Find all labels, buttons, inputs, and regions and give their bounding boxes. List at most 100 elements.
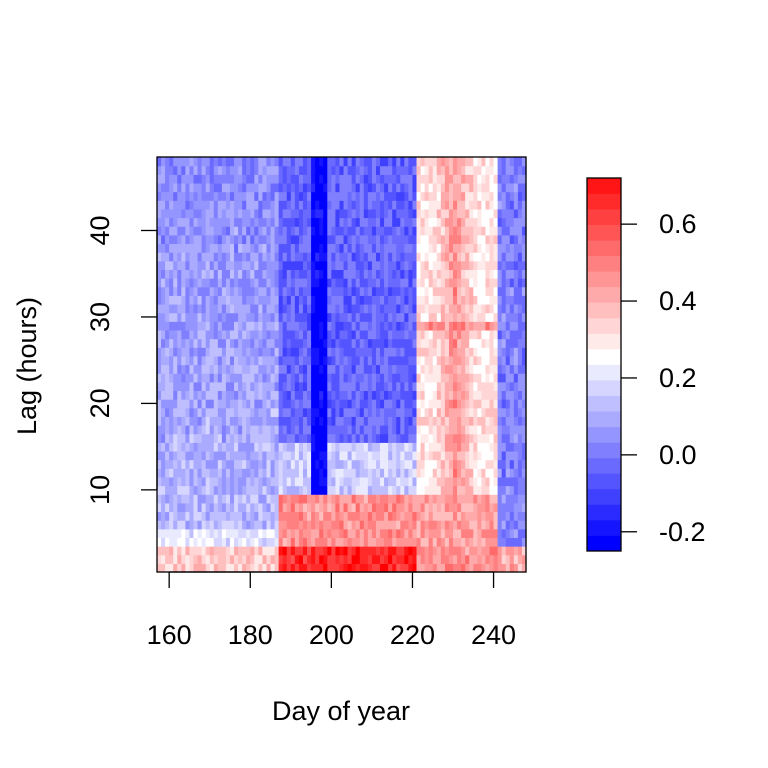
heatmap-cell [173,546,178,556]
heatmap-cell [205,485,211,495]
heatmap-cell [181,165,186,175]
heatmap-cell [254,442,259,452]
heatmap-cell [181,234,186,245]
heatmap-cell [509,459,515,469]
heatmap-cell [371,425,377,435]
heatmap-cell [177,511,182,521]
heatmap-cell [343,234,349,245]
heatmap-cell [355,520,361,530]
heatmap-cell [489,165,495,175]
heatmap-cell [339,321,345,331]
heatmap-cell [521,459,527,469]
heatmap-cell [465,295,470,305]
heatmap-cell [351,182,357,193]
heatmap-cell [347,468,353,478]
heatmap-cell [457,494,462,504]
heatmap-cell [424,520,430,530]
heatmap-cell [359,278,365,288]
heatmap-cell [412,208,418,219]
heatmap-cell [274,286,280,296]
heatmap-cell [347,278,353,288]
heatmap-cell [380,234,385,245]
heatmap-cell [428,191,434,201]
heatmap-cell [485,416,491,426]
heatmap-cell [157,528,162,539]
heatmap-cell [278,226,284,236]
heatmap-cell [367,174,373,184]
heatmap-cell [440,208,446,219]
heatmap-cell [242,407,247,417]
colorbar-band [587,395,621,412]
heatmap-cell [290,191,296,201]
heatmap-cell [392,208,397,219]
heatmap-cell [400,217,405,227]
heatmap-cell [347,494,353,504]
heatmap-cell [343,182,349,193]
heatmap-cell [444,563,450,573]
heatmap-cell [497,433,503,443]
heatmap-cell [323,329,328,340]
heatmap-cell [432,494,438,504]
heatmap-cell [412,355,418,366]
heatmap-cell [477,338,482,348]
heatmap-cell [501,303,507,314]
heatmap-cell [286,476,292,487]
heatmap-cell [185,407,191,417]
heatmap-cell [294,459,300,469]
heatmap-cell [270,217,276,227]
heatmap-cell [209,563,215,573]
heatmap-cell [197,390,203,400]
heatmap-cell [234,243,239,253]
heatmap-cell [347,269,353,279]
heatmap-cell [315,252,320,262]
heatmap-cell [473,468,478,478]
heatmap-cell [234,476,239,487]
heatmap-cell [355,347,361,357]
heatmap-cell [347,191,353,201]
heatmap-cell [242,234,247,245]
heatmap-cell [307,520,312,530]
heatmap-cell [505,174,511,184]
heatmap-cell [189,226,195,236]
heatmap-cell [359,226,365,236]
heatmap-cell [485,476,491,487]
heatmap-cell [363,329,369,340]
heatmap-cell [205,182,211,193]
heatmap-cell [384,295,389,305]
heatmap-cell [440,286,446,296]
heatmap-cell [465,217,470,227]
heatmap-cell [205,252,211,262]
heatmap-cell [242,476,247,487]
heatmap-cell [254,182,259,193]
heatmap-cell [420,200,426,210]
heatmap-cell [375,425,381,435]
heatmap-cell [481,407,487,417]
heatmap-cell [448,554,454,564]
heatmap-cell [489,226,495,236]
heatmap-cell [485,494,491,504]
heatmap-cell [298,347,304,357]
heatmap-cell [501,476,507,487]
heatmap-cell [323,425,328,435]
heatmap-cell [404,364,409,374]
heatmap-cell [209,433,215,443]
heatmap-cell [234,217,239,227]
heatmap-cell [177,381,182,392]
heatmap-cell [270,295,276,305]
heatmap-cell [286,381,292,392]
heatmap-cell [343,546,349,556]
heatmap-cell [392,260,397,270]
heatmap-cell [448,364,454,374]
heatmap-cell [440,381,446,392]
heatmap-cell [493,157,499,167]
heatmap-cell [274,182,280,193]
heatmap-cell [392,433,397,443]
heatmap-cell [165,278,170,288]
x-tick-label: 220 [390,620,435,650]
heatmap-cell [388,234,393,245]
heatmap-cell [436,182,442,193]
heatmap-cell [229,338,235,348]
heatmap-cell [298,226,304,236]
heatmap-cell [375,278,381,288]
heatmap-cell [453,338,458,348]
